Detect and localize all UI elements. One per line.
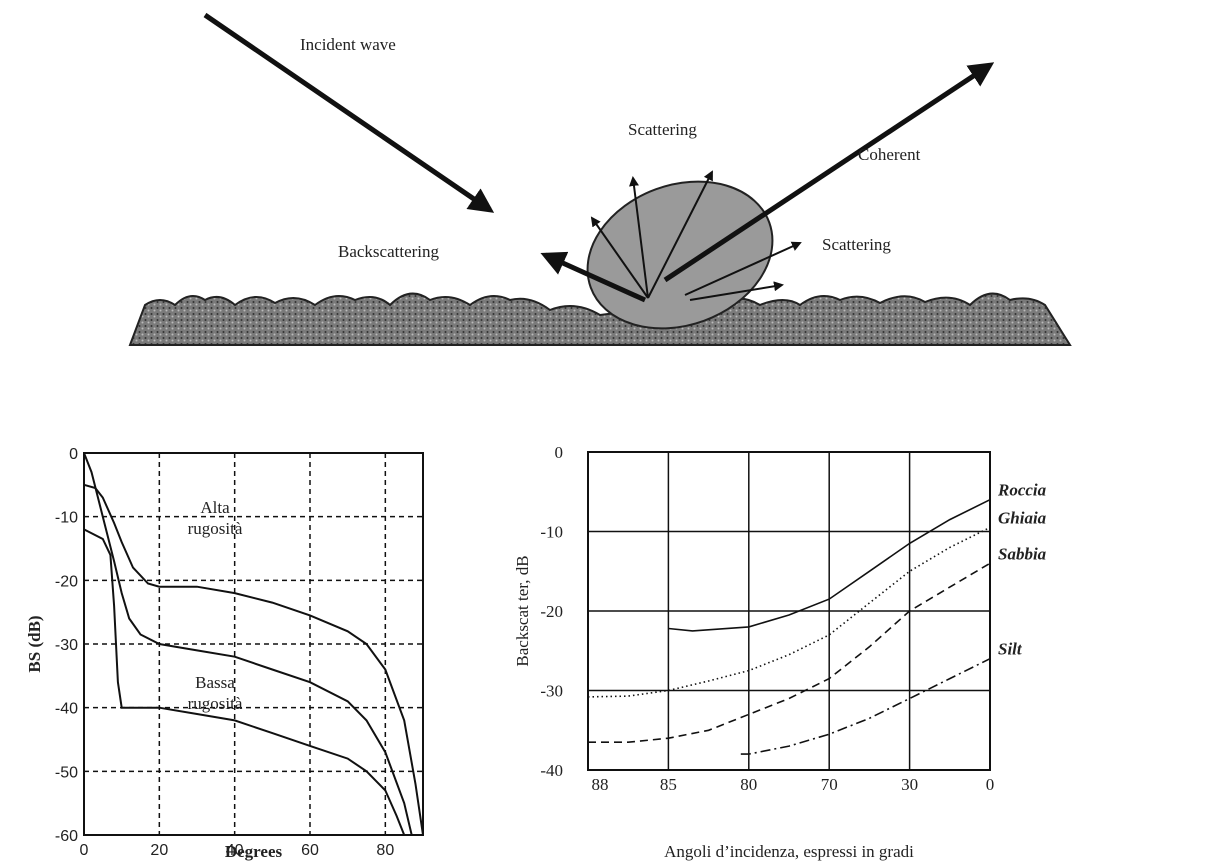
y-tick-label: -40: [55, 701, 78, 718]
x-axis-label: Angoli d’incidenza, espressi in gradi: [664, 842, 914, 861]
annotation: rugosità: [188, 694, 243, 713]
line-series: [588, 562, 991, 743]
series-label: Roccia: [997, 481, 1047, 500]
ground: [128, 292, 1072, 346]
x-tick-label: 40: [226, 842, 244, 859]
line-series: [83, 483, 424, 836]
line-series: [668, 498, 991, 632]
y-tick-label: 0: [555, 443, 564, 462]
diagram-label: Backscattering: [338, 242, 440, 261]
annotation: Bassa: [195, 673, 235, 692]
y-tick-label: -30: [55, 637, 78, 654]
x-axis-label: Degrees: [225, 842, 283, 861]
diagram-label: Scattering: [822, 235, 891, 254]
y-axis-label: Backscat ter, dB: [513, 555, 532, 666]
x-tick-label: 88: [592, 775, 609, 794]
annotation: rugosità: [188, 519, 243, 538]
x-tick-label: 80: [376, 842, 394, 859]
annotation: Alta: [200, 498, 230, 517]
x-tick-label: 85: [660, 775, 677, 794]
x-tick-label: 0: [80, 842, 89, 859]
y-tick-label: -60: [55, 828, 78, 845]
diagram-label: Coherent: [858, 145, 921, 164]
backscatter-arrow: [540, 251, 647, 303]
y-tick-label: -40: [540, 761, 563, 780]
line-series: [740, 657, 991, 755]
coherent-arrow: [663, 62, 995, 283]
y-tick-label: -20: [540, 602, 563, 621]
series-label: Silt: [998, 640, 1023, 659]
y-tick-label: -10: [55, 510, 78, 527]
diagram-label: Incident wave: [300, 35, 396, 54]
y-axis-label: BS (dB): [25, 615, 44, 672]
incident-arrow: [203, 12, 495, 213]
line-series: [83, 528, 406, 836]
diagram-label: Scattering: [628, 120, 697, 139]
line-series: [83, 452, 413, 836]
series-label: Ghiaia: [998, 509, 1047, 528]
x-tick-label: 20: [150, 842, 168, 859]
scatter-arrows: [590, 170, 802, 301]
plot-frame: [587, 451, 991, 771]
x-tick-label: 30: [901, 775, 918, 794]
y-tick-label: -30: [540, 682, 563, 701]
y-tick-label: -20: [55, 573, 78, 590]
arrows: [203, 12, 995, 303]
x-tick-label: 70: [821, 775, 838, 794]
diagram: Incident wave Scattering Coherent Backsc…: [128, 12, 1072, 346]
x-tick-label: 0: [986, 775, 995, 794]
y-tick-label: 0: [69, 446, 78, 463]
x-tick-label: 80: [740, 775, 757, 794]
series-label: Sabbia: [998, 544, 1047, 563]
y-tick-label: -10: [540, 523, 563, 542]
plot-frame: [83, 452, 424, 836]
scatter-volume: [586, 180, 774, 330]
line-series: [587, 526, 991, 698]
y-tick-label: -50: [55, 764, 78, 781]
x-tick-label: 60: [301, 842, 319, 859]
